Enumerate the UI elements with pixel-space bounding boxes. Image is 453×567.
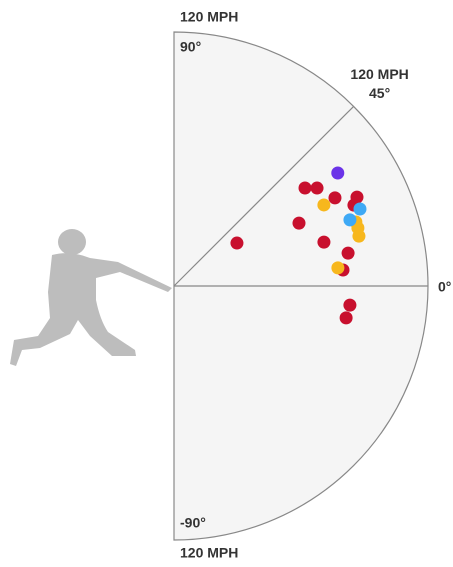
batter-silhouette <box>10 229 172 366</box>
chart: 90° 120 MPH 45° 120 MPH 0° -90° 120 MPH <box>0 0 453 567</box>
batted-ball <box>292 217 305 230</box>
page: {"chart_data": {"type": "polar-scatter",… <box>0 0 453 567</box>
batted-ball <box>352 230 365 243</box>
radius-label: 120 MPH <box>180 545 238 561</box>
batted-ball <box>317 198 330 211</box>
radius-label: 120 MPH <box>350 66 408 82</box>
batted-ball <box>353 202 366 215</box>
batted-ball <box>317 236 330 249</box>
angle-label: 0° <box>438 279 451 295</box>
radius-label: 120 MPH <box>180 9 238 25</box>
batted-ball <box>343 299 356 312</box>
batted-ball <box>299 181 312 194</box>
angle-label: -90° <box>180 515 206 531</box>
batted-ball <box>311 182 324 195</box>
batted-ball <box>340 311 353 324</box>
batted-ball <box>331 261 344 274</box>
batted-ball <box>342 247 355 260</box>
angle-label: 90° <box>180 39 201 55</box>
batted-ball <box>328 191 341 204</box>
batted-ball <box>230 237 243 250</box>
batted-ball <box>343 213 356 226</box>
batted-ball <box>331 167 344 180</box>
angle-label: 45° <box>369 85 390 101</box>
